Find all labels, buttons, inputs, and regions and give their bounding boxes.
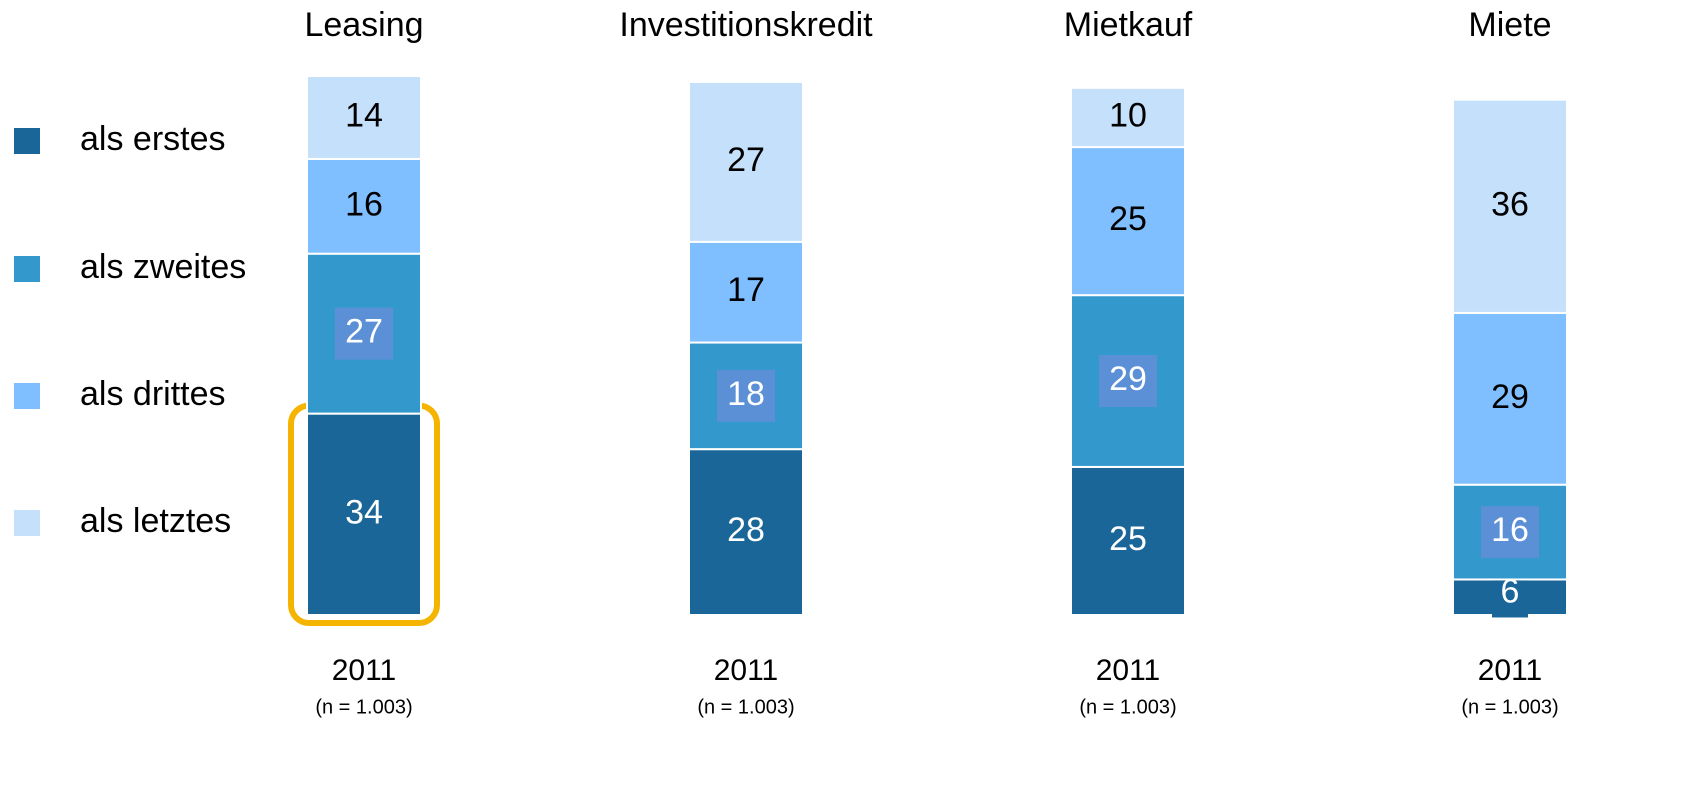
bar-segment (1070, 146, 1186, 297)
value-label: 27 (727, 141, 765, 179)
label-box (335, 307, 393, 360)
year-label: 2011 (1478, 654, 1543, 687)
value-label: 29 (1491, 378, 1529, 416)
legend-label: als letztes (80, 502, 231, 540)
value-label: 18 (727, 375, 765, 413)
legend-label: als zweites (80, 248, 246, 286)
year-label: 2011 (714, 654, 779, 687)
value-label: 14 (345, 96, 383, 134)
legend-swatch (14, 128, 40, 154)
value-label: 29 (1109, 360, 1147, 398)
bar-segment (688, 80, 804, 243)
bar-segment (1452, 311, 1568, 486)
bar-segment (688, 448, 804, 616)
value-label: 17 (727, 271, 765, 309)
value-label: 16 (1491, 511, 1529, 549)
label-box (1481, 506, 1539, 559)
legend-label: als drittes (80, 375, 226, 413)
legend-label: als erstes (80, 120, 226, 158)
value-label: 28 (727, 511, 765, 549)
bar-segment (306, 157, 422, 255)
category-label: Mietkauf (1064, 6, 1193, 44)
sample-label: (n = 1.003) (315, 696, 412, 718)
value-label: 36 (1491, 185, 1529, 223)
value-label: 25 (1109, 520, 1147, 558)
value-label: 27 (345, 313, 383, 351)
legend-swatch (14, 510, 40, 536)
bar-segment (1452, 98, 1568, 314)
value-label: 34 (345, 493, 383, 531)
bar-segment (306, 75, 422, 160)
legend-swatch (14, 256, 40, 282)
legend-swatch (14, 383, 40, 409)
sample-label: (n = 1.003) (1079, 696, 1176, 718)
year-label: 2011 (332, 654, 397, 687)
value-label: 16 (345, 185, 383, 223)
bar-segment (306, 412, 422, 616)
value-label: 25 (1109, 200, 1147, 238)
label-box (1099, 355, 1157, 408)
bar-segment (1070, 86, 1186, 149)
value-label: 10 (1109, 96, 1147, 134)
sample-label: (n = 1.003) (697, 696, 794, 718)
label-box (717, 369, 775, 422)
bar-segment (688, 240, 804, 344)
category-label: Investitionskredit (619, 6, 873, 44)
category-label: Miete (1468, 6, 1551, 44)
year-label: 2011 (1096, 654, 1161, 687)
sample-label: (n = 1.003) (1461, 696, 1558, 718)
value-label: 6 (1501, 572, 1520, 610)
category-label: Leasing (304, 6, 423, 44)
